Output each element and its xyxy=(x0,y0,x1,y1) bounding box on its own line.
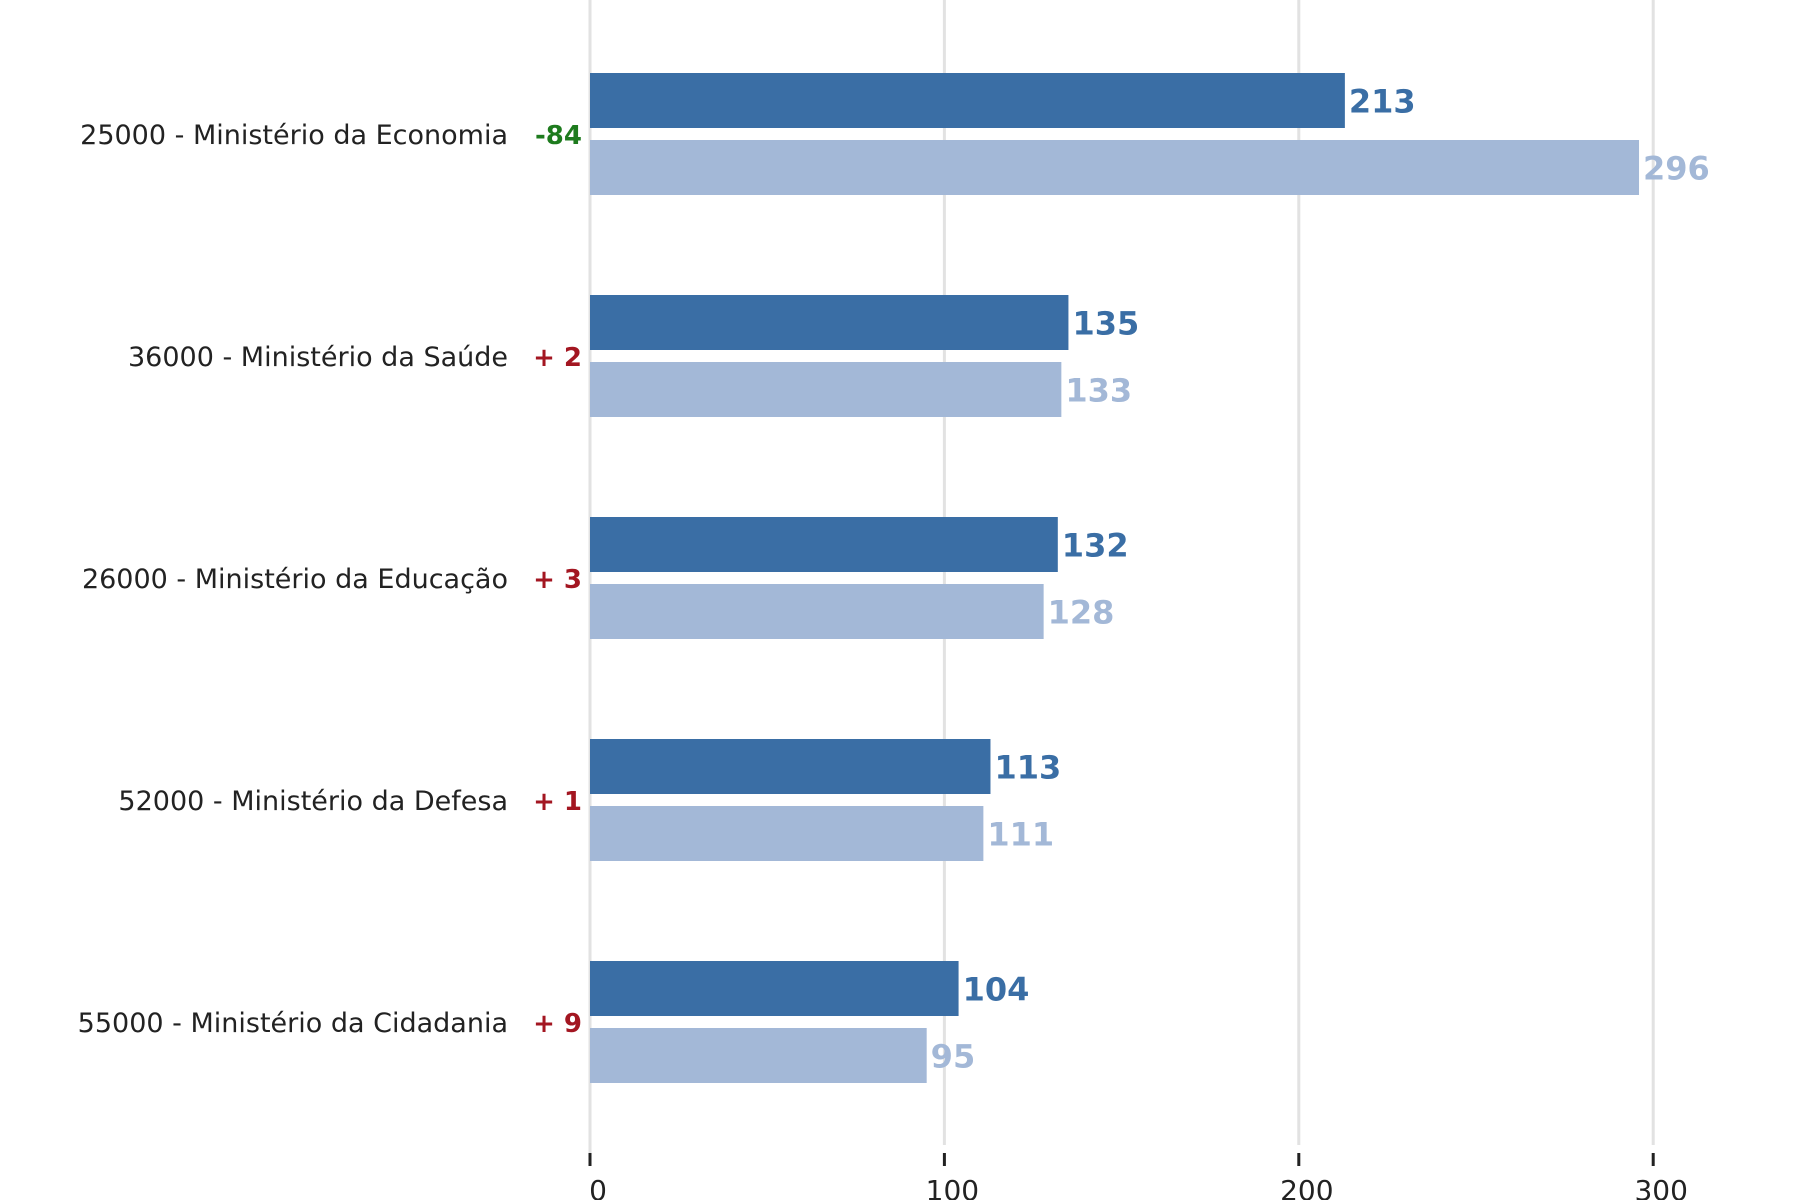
bar-value-label: 296 xyxy=(1643,150,1710,188)
difference-label: + 2 xyxy=(533,343,582,373)
bar-value-label: 133 xyxy=(1065,372,1132,410)
bar xyxy=(590,1028,927,1083)
bar-value-label: 132 xyxy=(1062,527,1129,565)
difference-label: + 3 xyxy=(533,565,582,595)
category-label: 26000 - Ministério da Educação xyxy=(82,564,508,595)
bar xyxy=(590,806,984,861)
difference-label: + 9 xyxy=(533,1009,582,1039)
bar xyxy=(590,517,1058,572)
category-label: 52000 - Ministério da Defesa xyxy=(118,786,508,817)
x-tick-label: 200 xyxy=(1280,1174,1333,1200)
bar xyxy=(590,295,1069,350)
bar xyxy=(590,73,1345,128)
bars xyxy=(590,73,1640,1083)
bar-value-label: 104 xyxy=(963,971,1030,1009)
bar-value-label: 113 xyxy=(994,749,1061,787)
bar xyxy=(590,584,1044,639)
category-label: 36000 - Ministério da Saúde xyxy=(128,342,508,373)
bar xyxy=(590,140,1640,195)
x-tick-label: 300 xyxy=(1634,1174,1687,1200)
labels: 213 296 25000 - Ministério da Economia -84 1… xyxy=(78,83,1710,1076)
bar-value-label: 135 xyxy=(1072,305,1139,343)
category-label: 25000 - Ministério da Economia xyxy=(80,120,508,151)
x-tick-label: 0 xyxy=(589,1174,607,1200)
bar xyxy=(590,961,959,1016)
bar-value-label: 95 xyxy=(931,1038,976,1076)
difference-label: -84 xyxy=(535,121,582,151)
x-axis: 0 100 200 300 xyxy=(588,1153,1688,1200)
bar xyxy=(590,739,991,794)
bar-value-label: 213 xyxy=(1349,83,1416,121)
difference-label: + 1 xyxy=(533,787,582,817)
bar-value-label: 111 xyxy=(987,816,1054,854)
bar xyxy=(590,362,1062,417)
category-label: 55000 - Ministério da Cidadania xyxy=(78,1008,508,1039)
bar-value-label: 128 xyxy=(1048,594,1115,632)
x-tick-label: 100 xyxy=(926,1174,979,1200)
